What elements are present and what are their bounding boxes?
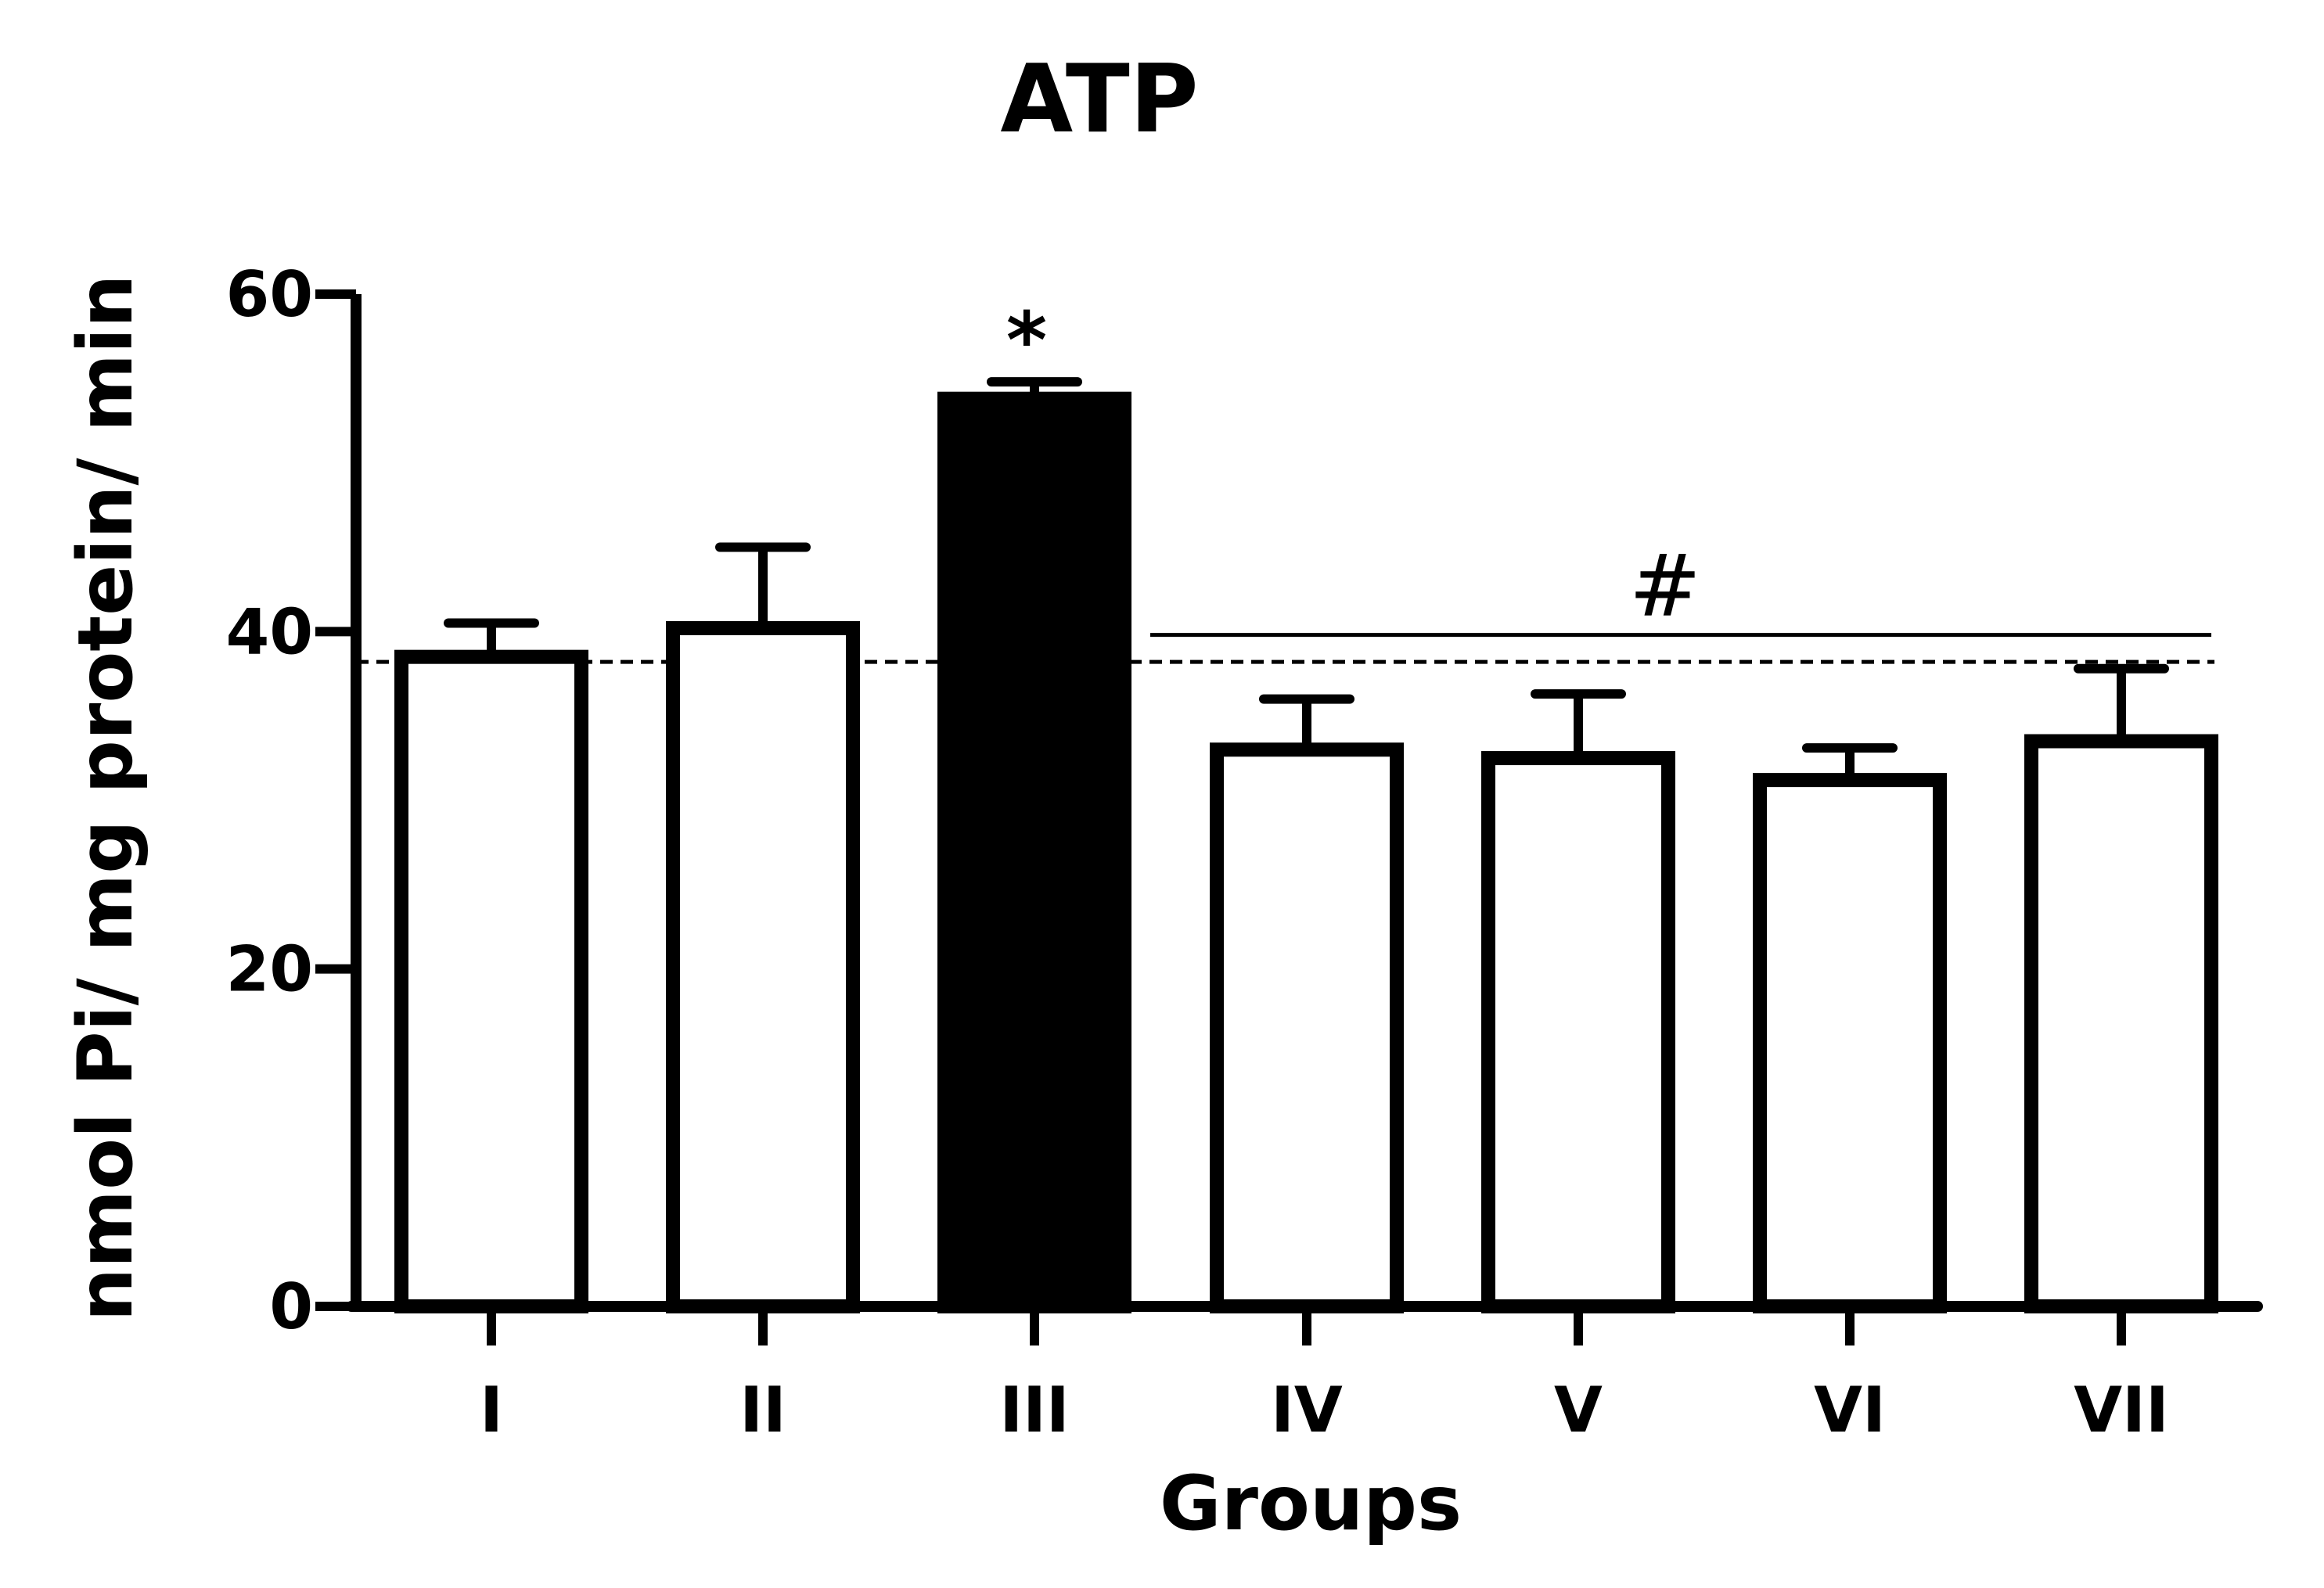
- bar-III: [937, 391, 1131, 1313]
- y-axis-label: nmol Pi/ mg protein/ min: [62, 275, 149, 1322]
- y-tick-label-40: 40: [226, 595, 313, 668]
- x-tick-label-VII: VII: [2074, 1374, 2168, 1446]
- y-tick-label-20: 20: [226, 933, 313, 1006]
- bar-VI: [1753, 773, 1947, 1313]
- x-tick-label-V: V: [1554, 1374, 1603, 1446]
- x-tick-label-VI: VI: [1814, 1374, 1886, 1446]
- chart-title: ATP: [1000, 45, 1198, 154]
- bar-IV: [1210, 742, 1404, 1313]
- x-tick-label-IV: IV: [1271, 1374, 1343, 1446]
- bar-VII: [2024, 734, 2218, 1313]
- bar-V: [1481, 751, 1675, 1313]
- y-tick-label-0: 0: [269, 1270, 313, 1343]
- x-axis-label: Groups: [1160, 1460, 1462, 1547]
- bar-II: [666, 621, 860, 1313]
- x-tick-label-I: I: [480, 1374, 503, 1446]
- x-tick-label-II: II: [739, 1374, 786, 1446]
- significance-hash: #: [1629, 536, 1701, 636]
- y-tick-label-60: 60: [226, 258, 313, 331]
- significance-star: *: [1006, 295, 1047, 386]
- bar-I: [394, 649, 588, 1313]
- x-tick-label-III: III: [999, 1374, 1069, 1446]
